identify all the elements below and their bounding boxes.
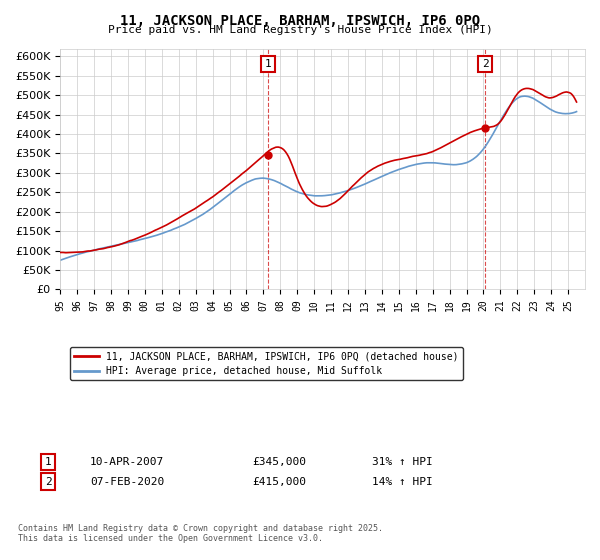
Text: £415,000: £415,000 xyxy=(252,477,306,487)
Text: 10-APR-2007: 10-APR-2007 xyxy=(90,457,164,467)
Text: Price paid vs. HM Land Registry's House Price Index (HPI): Price paid vs. HM Land Registry's House … xyxy=(107,25,493,35)
Text: 2: 2 xyxy=(482,59,488,69)
Text: 1: 1 xyxy=(44,457,52,467)
Text: Contains HM Land Registry data © Crown copyright and database right 2025.
This d: Contains HM Land Registry data © Crown c… xyxy=(18,524,383,543)
Text: 2: 2 xyxy=(44,477,52,487)
Text: 07-FEB-2020: 07-FEB-2020 xyxy=(90,477,164,487)
Text: 31% ↑ HPI: 31% ↑ HPI xyxy=(372,457,433,467)
Legend: 11, JACKSON PLACE, BARHAM, IPSWICH, IP6 0PQ (detached house), HPI: Average price: 11, JACKSON PLACE, BARHAM, IPSWICH, IP6 … xyxy=(70,347,463,380)
Text: 1: 1 xyxy=(265,59,271,69)
Text: £345,000: £345,000 xyxy=(252,457,306,467)
Text: 14% ↑ HPI: 14% ↑ HPI xyxy=(372,477,433,487)
Text: 11, JACKSON PLACE, BARHAM, IPSWICH, IP6 0PQ: 11, JACKSON PLACE, BARHAM, IPSWICH, IP6 … xyxy=(120,14,480,28)
